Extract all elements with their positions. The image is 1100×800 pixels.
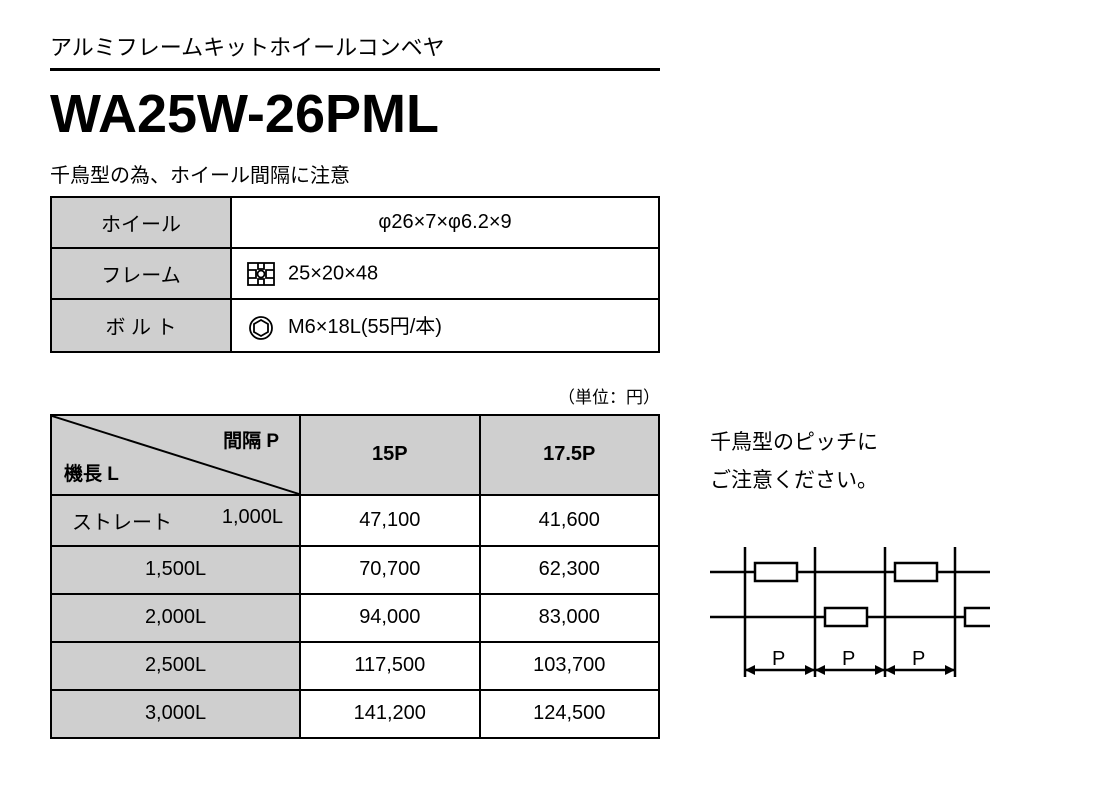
price-cell-1-1: 62,300 — [480, 546, 659, 594]
diagram-arrow-2r — [875, 665, 885, 675]
hex-bolt-icon — [246, 315, 276, 341]
profile-icon — [246, 261, 276, 287]
category-label: アルミフレームキットホイールコンベヤ — [50, 30, 1050, 62]
price-row-0: ストレート 1,000L 47,10041,600 — [51, 495, 659, 546]
diagram-wheel-bottom-2 — [965, 608, 990, 626]
price-cell-3-0: 117,500 — [300, 642, 479, 690]
row-type-label: ストレート — [72, 506, 172, 535]
side-note: 千鳥型のピッチに ご注意ください。 — [710, 414, 1020, 703]
notice-text: 千鳥型の為、ホイール間隔に注意 — [50, 159, 1050, 188]
diagram-arrow-3r — [945, 665, 955, 675]
diagram-wheel-bottom-1 — [825, 608, 867, 626]
header-length-label: 機長 L — [64, 459, 119, 486]
price-cell-0-1: 41,600 — [480, 495, 659, 546]
price-cell-1-0: 70,700 — [300, 546, 479, 594]
row-length-label: 1,000L — [222, 506, 283, 535]
pitch-column-0: 15P — [300, 415, 479, 495]
price-row-2: 2,000L94,00083,000 — [51, 594, 659, 642]
spec-value-text-2: M6×18L(55円/本) — [288, 316, 442, 338]
price-cell-3-1: 103,700 — [480, 642, 659, 690]
price-table: 間隔 P 機長 L 15P 17.5P ストレート 1,000L 47,10041,… — [50, 414, 660, 739]
spec-value-text-0: φ26×7×φ6.2×9 — [378, 211, 511, 233]
row-type-length-0: ストレート 1,000L — [51, 495, 300, 546]
model-number: WA25W-26PML — [50, 83, 1050, 145]
diagram-arrow-1l — [745, 665, 755, 675]
side-note-text: 千鳥型のピッチに ご注意ください。 — [710, 424, 1020, 500]
pitch-label-1: P — [772, 648, 785, 670]
diagram-arrow-1r — [805, 665, 815, 675]
price-cell-4-1: 124,500 — [480, 690, 659, 738]
pitch-column-1: 17.5P — [480, 415, 659, 495]
price-row-1: 1,500L70,70062,300 — [51, 546, 659, 594]
price-cell-2-0: 94,000 — [300, 594, 479, 642]
row-length-2: 2,000L — [51, 594, 300, 642]
diagram-arrow-3l — [885, 665, 895, 675]
row-length-1: 1,500L — [51, 546, 300, 594]
price-row-4: 3,000L141,200124,500 — [51, 690, 659, 738]
side-note-line2: ご注意ください。 — [710, 469, 878, 492]
price-cell-4-0: 141,200 — [300, 690, 479, 738]
price-cell-2-1: 83,000 — [480, 594, 659, 642]
spec-label-0: ホイール — [51, 197, 231, 248]
side-note-line1: 千鳥型のピッチに — [710, 431, 878, 454]
header-pitch-label: 間隔 P — [223, 426, 279, 453]
pitch-label-2: P — [842, 648, 855, 670]
price-row-3: 2,500L117,500103,700 — [51, 642, 659, 690]
price-cell-0-0: 47,100 — [300, 495, 479, 546]
title-underline — [50, 68, 660, 71]
unit-label: （単位：円） — [50, 383, 660, 408]
spec-value-0: φ26×7×φ6.2×9 — [231, 197, 659, 248]
pitch-label-3: P — [912, 648, 925, 670]
diagonal-header: 間隔 P 機長 L — [51, 415, 300, 495]
price-section: 間隔 P 機長 L 15P 17.5P ストレート 1,000L 47,10041,… — [50, 414, 1050, 739]
spec-value-2: M6×18L(55円/本) — [231, 299, 659, 352]
row-length-3: 2,500L — [51, 642, 300, 690]
spec-label-1: フレーム — [51, 248, 231, 299]
spec-table: ホイール φ26×7×φ6.2×9 フレーム 25×20×48 ボ ル ト M6×18L(… — [50, 196, 660, 353]
diagram-wheel-top-2 — [895, 563, 937, 581]
spec-label-2: ボ ル ト — [51, 299, 231, 352]
row-length-4: 3,000L — [51, 690, 300, 738]
spec-value-1: 25×20×48 — [231, 248, 659, 299]
pitch-diagram: P P P — [710, 517, 990, 697]
diagram-arrow-2l — [815, 665, 825, 675]
spec-value-text-1: 25×20×48 — [288, 262, 378, 284]
diagram-wheel-top-1 — [755, 563, 797, 581]
